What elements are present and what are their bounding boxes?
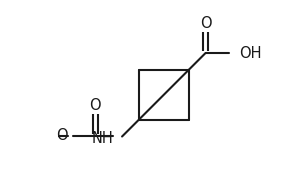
Text: O: O — [200, 15, 212, 31]
Text: O: O — [56, 128, 68, 143]
Text: NH: NH — [92, 131, 114, 146]
Text: OH: OH — [239, 45, 261, 61]
Text: O: O — [90, 98, 101, 113]
